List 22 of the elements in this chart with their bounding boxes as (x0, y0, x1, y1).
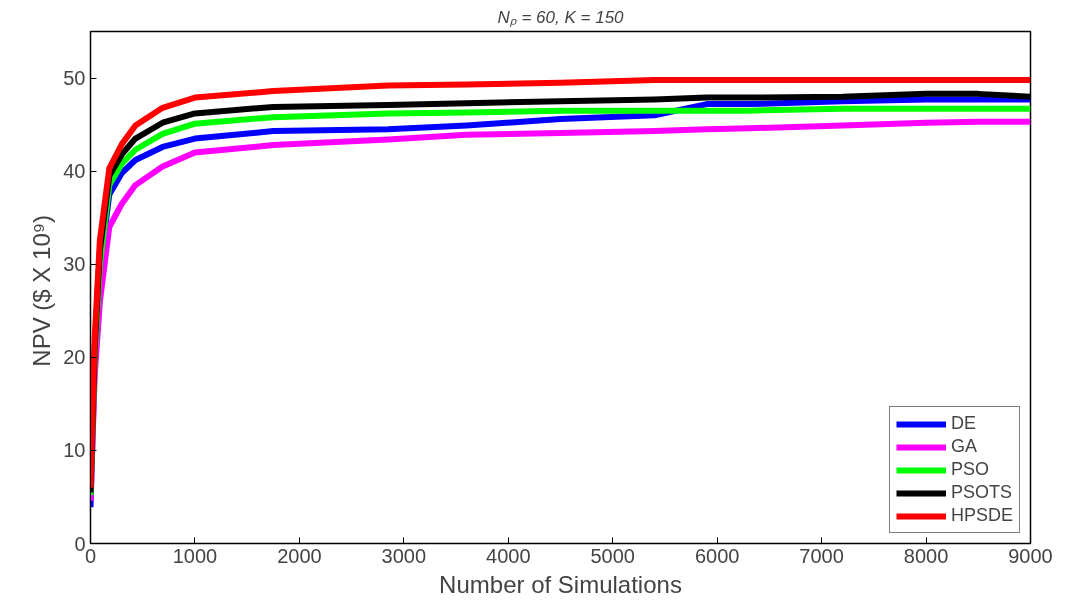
y-tick-label: 50 (63, 67, 86, 90)
x-tick-label: 5000 (590, 544, 635, 567)
legend-label: PSOTS (950, 482, 1012, 503)
x-tick-label: 8000 (903, 544, 949, 567)
x-tick-label: 1000 (172, 544, 218, 567)
x-tick-label: 2000 (277, 544, 322, 567)
legend-label: HPSDE (950, 505, 1013, 526)
x-tick-label: 4000 (486, 544, 531, 567)
legend-label: PSO (950, 459, 989, 480)
y-tick-label: 30 (63, 253, 86, 276)
legend-label: GA (950, 436, 977, 457)
y-axis-title: NPV ($ X 10⁹) (28, 214, 56, 367)
y-tick-label: 20 (63, 346, 86, 369)
y-tick-label: 10 (63, 439, 86, 462)
x-axis-title: Number of Simulations (439, 570, 682, 598)
x-tick-label: 7000 (799, 544, 844, 567)
x-tick-label: 3000 (381, 544, 427, 567)
legend-label: DE (950, 413, 976, 434)
y-tick-label: 40 (63, 160, 86, 183)
x-tick-label: 6000 (694, 544, 740, 567)
x-tick-label: 9000 (1008, 544, 1053, 567)
chart-title: Nₚ = 60, K = 150 (497, 7, 625, 28)
